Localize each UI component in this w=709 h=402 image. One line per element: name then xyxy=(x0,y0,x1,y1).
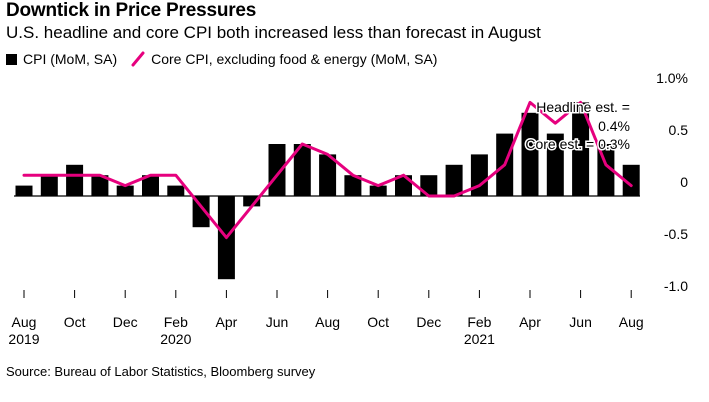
cpi-bar xyxy=(116,185,134,196)
cpi-bar xyxy=(243,196,261,207)
headline-estimate-annotation: Headline est. = xyxy=(536,99,630,115)
legend-label-cpi: CPI (MoM, SA) xyxy=(23,51,118,67)
legend-label-core-cpi: Core CPI, excluding food & energy (MoM, … xyxy=(151,51,438,67)
cpi-bar xyxy=(91,175,109,196)
x-tick-year-label: 2019 xyxy=(8,331,39,347)
legend-item-core-cpi: Core CPI, excluding food & energy (MoM, … xyxy=(131,51,437,67)
x-tick-label: Apr xyxy=(216,314,238,330)
cpi-bar xyxy=(546,133,564,196)
core-estimate-annotation: Core est. = 0.3% xyxy=(525,136,630,152)
x-tick-label: Dec xyxy=(416,314,441,330)
cpi-bar xyxy=(622,164,640,196)
cpi-bar xyxy=(66,164,84,196)
x-tick-label: Oct xyxy=(367,314,389,330)
x-tick-label: Feb xyxy=(467,314,491,330)
legend-bar-swatch xyxy=(6,53,17,65)
x-tick-label: Oct xyxy=(64,314,86,330)
cpi-bar xyxy=(445,164,463,196)
cpi-bar xyxy=(369,185,387,196)
y-tick-label: -1.0 xyxy=(664,278,688,294)
cpi-bar xyxy=(192,196,210,228)
x-tick-label: Dec xyxy=(113,314,138,330)
y-tick-label: 0.5 xyxy=(669,122,689,138)
x-tick-label: Feb xyxy=(164,314,188,330)
headline-estimate-value: 0.4% xyxy=(598,118,630,134)
cpi-bar xyxy=(15,185,33,196)
x-tick-label: Jun xyxy=(266,314,289,330)
legend-item-cpi: CPI (MoM, SA) xyxy=(6,51,117,67)
chart-source: Source: Bureau of Labor Statistics, Bloo… xyxy=(6,364,316,379)
chart-legend: CPI (MoM, SA) Core CPI, excluding food &… xyxy=(6,51,451,67)
y-tick-label: 1.0% xyxy=(656,70,688,86)
cpi-bar xyxy=(319,154,337,196)
x-tick-label: Aug xyxy=(12,314,37,330)
x-tick-year-label: 2020 xyxy=(160,331,191,347)
core-cpi-line xyxy=(22,100,633,240)
x-tick-label: Aug xyxy=(315,314,340,330)
cpi-bar xyxy=(40,175,58,196)
cpi-bar xyxy=(268,144,286,196)
cpi-bar xyxy=(572,102,590,196)
cpi-bar xyxy=(293,144,311,196)
cpi-bar xyxy=(344,175,362,196)
chart-subtitle: U.S. headline and core CPI both increase… xyxy=(6,23,541,42)
y-tick-label: -0.5 xyxy=(664,226,688,242)
cpi-bar xyxy=(521,112,539,196)
x-tick-label: Jun xyxy=(569,314,592,330)
x-tick-year-label: 2021 xyxy=(464,331,495,347)
cpi-bar xyxy=(167,185,185,196)
chart-title: Downtick in Price Pressures xyxy=(6,0,257,21)
cpi-bar xyxy=(470,154,488,196)
y-tick-label: 0 xyxy=(680,174,688,190)
x-tick-label: Apr xyxy=(519,314,541,330)
cpi-bar xyxy=(142,175,159,196)
legend-line-swatch xyxy=(131,51,145,67)
x-tick-label: Aug xyxy=(619,314,644,330)
